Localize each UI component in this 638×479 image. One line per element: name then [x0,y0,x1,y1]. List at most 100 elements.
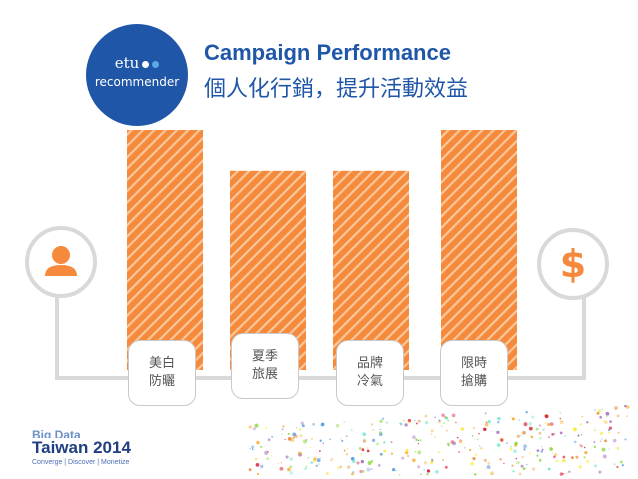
confetti-dot [613,463,616,465]
confetti-dot [329,460,332,462]
confetti-dot [455,421,457,424]
confetti-dot [281,433,283,435]
confetti-dot [452,441,456,446]
confetti-dot [521,456,524,458]
confetti-dot [530,435,534,439]
confetti-dot [440,425,443,428]
confetti-dot [271,435,273,438]
confetti-dot [366,467,371,472]
confetti-dot [419,439,422,442]
confetti-dot [441,413,445,417]
confetti-dot [350,456,355,461]
confetti-dot [523,444,528,449]
confetti-dot [256,440,260,445]
confetti-dot [568,470,571,473]
confetti-dot [616,414,620,418]
confetti-dot [612,438,617,443]
confetti-dot [295,427,298,429]
confetti-dot [254,423,259,428]
confetti-dot [417,419,421,423]
confetti-dot [248,468,252,472]
confetti-dot [379,428,381,431]
confetti-dot [310,461,314,464]
confetti-dot [336,466,341,470]
confetti-dot [624,438,627,441]
confetti-dot [571,456,574,459]
confetti-dot [601,438,603,440]
confetti-dot [586,459,590,464]
confetti-dot [437,451,440,454]
confetti-dot [538,459,542,462]
confetti-dot [573,440,577,444]
confetti-dot [472,457,476,461]
confetti-dot [379,419,383,423]
confetti-dot [316,458,321,463]
confetti-dot [523,448,526,451]
confetti-dot [606,415,608,418]
confetti-dot [424,414,428,418]
confetti-dot [456,436,459,439]
confetti-dot [359,469,363,474]
confetti-dot [415,438,418,441]
confetti-dot [282,425,285,428]
confetti-dot [390,452,394,455]
confetti-dot [547,467,551,471]
confetti-dot [538,424,541,427]
confetti-dot [412,435,416,440]
confetti-dot [431,433,433,435]
confetti-dot [625,405,630,409]
confetti-dot [404,423,408,427]
confetti-dot [470,461,474,466]
confetti-dot [252,427,256,431]
confetti-dot [500,438,504,442]
confetti-dot [292,432,297,437]
confetti-dot [565,472,568,475]
confetti-dot [415,422,418,425]
confetti-dot [370,468,373,470]
confetti-dot [593,429,597,432]
confetti-dot [289,465,293,468]
confetti-dot [279,466,284,471]
confetti-dot [312,423,315,426]
confetti-dot [401,456,405,460]
confetti-dot [593,460,596,462]
confetti-dot [539,436,542,440]
confetti-dot [434,416,436,418]
confetti-dot [300,421,304,425]
confetti-dot [601,408,603,411]
confetti-dot [267,438,271,442]
confetti-dot [468,448,472,452]
confetti-dot [589,422,592,425]
confetti-dot [618,427,621,429]
confetti-dot [536,449,540,452]
confetti-dot [267,450,269,453]
confetti-dot [522,430,526,435]
confetti-dot [339,465,342,469]
confetti-dot [562,459,566,463]
confetti-dot [366,449,370,453]
confetti-dot [330,457,334,461]
confetti-dot [594,464,597,468]
confetti-dot [572,427,577,432]
confetti-dot [256,472,259,476]
confetti-dot [350,472,355,476]
confetti-dot [474,453,478,457]
confetti-dot [377,464,381,467]
confetti-dot [390,441,393,444]
confetti-dot [311,437,313,440]
confetti-dot [528,426,533,431]
confetti-dot [579,450,581,452]
confetti-dot [251,448,254,451]
confetti-dot [608,448,610,450]
confetti-dot [485,468,487,470]
confetti-dot [478,433,480,435]
confetti-dot [379,452,383,456]
confetti-dot [431,458,434,461]
confetti-dot [370,423,374,426]
confetti-dot [319,457,321,459]
confetti-dot [472,426,476,430]
confetti-dot [460,427,464,431]
confetti-dot [376,442,379,446]
confetti-dot [438,419,441,422]
